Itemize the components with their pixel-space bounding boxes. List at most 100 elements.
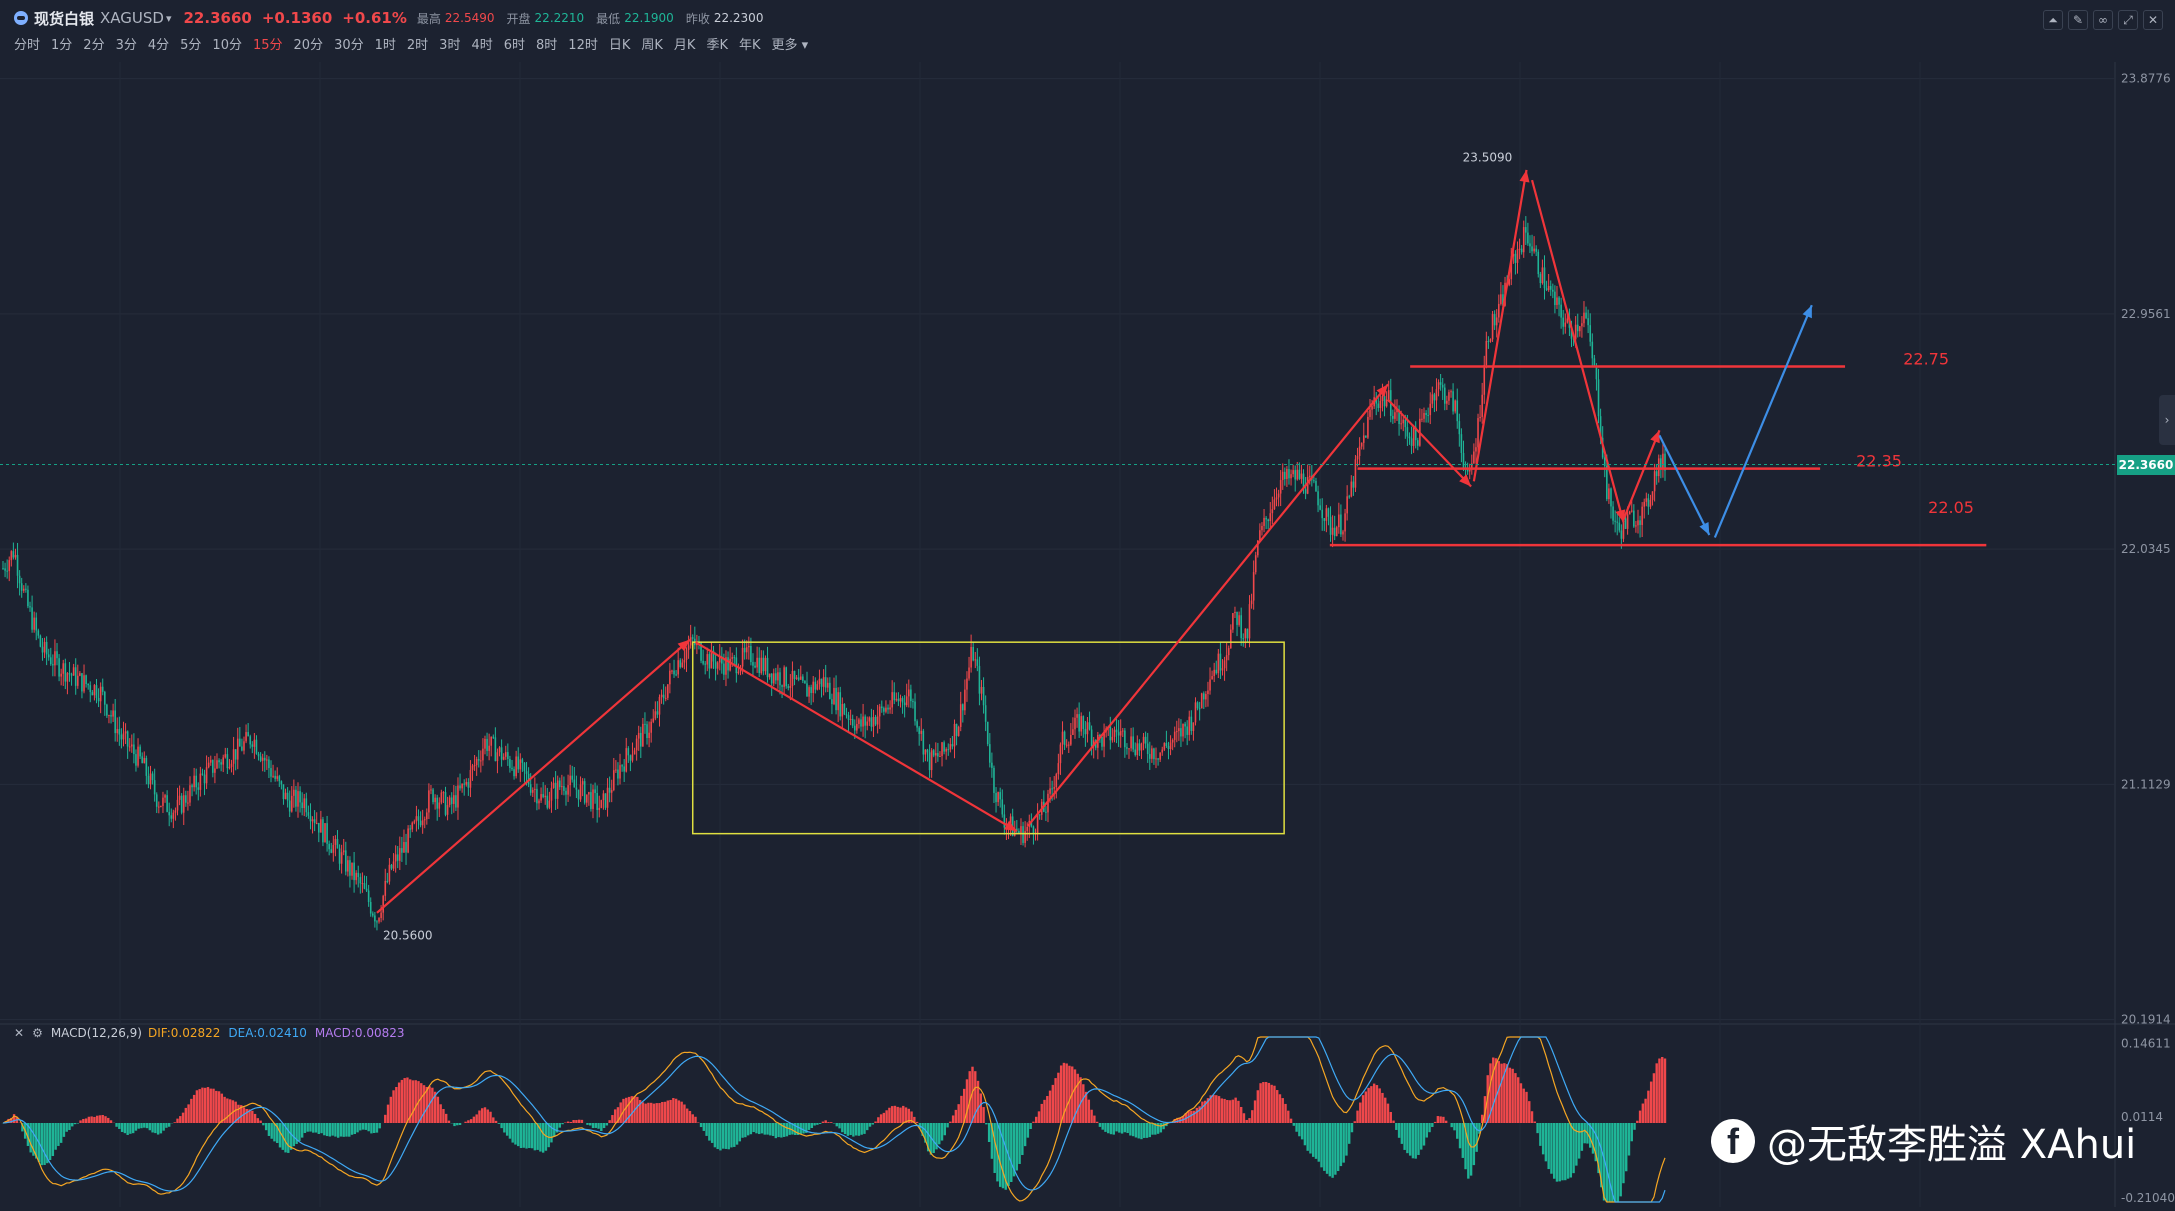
period-tab[interactable]: 1时 bbox=[374, 37, 396, 53]
symbol-dropdown-icon[interactable]: ▾ bbox=[165, 11, 172, 25]
candle-body bbox=[683, 659, 686, 663]
candle-body bbox=[1173, 731, 1176, 740]
close-indicator-icon[interactable]: ✕ bbox=[14, 1026, 25, 1040]
period-tab[interactable]: 周K bbox=[641, 37, 663, 53]
macd-tick-label: 0.14611 bbox=[2121, 1036, 2171, 1050]
candle-body bbox=[1296, 469, 1299, 480]
candle-body bbox=[1612, 506, 1614, 521]
period-tab[interactable]: 5分 bbox=[180, 37, 202, 53]
period-tab[interactable]: 日K bbox=[608, 37, 631, 53]
candle-body bbox=[837, 692, 839, 711]
period-tab[interactable]: 8时 bbox=[536, 37, 558, 53]
candle-body bbox=[513, 769, 515, 777]
gear-icon[interactable]: ⚙ bbox=[32, 1026, 43, 1040]
candle-body bbox=[197, 787, 200, 790]
candle-body bbox=[342, 850, 345, 853]
high-label: 最高 bbox=[416, 11, 441, 26]
period-tab[interactable]: 20分 bbox=[293, 37, 324, 53]
period-tab[interactable]: 4时 bbox=[471, 37, 493, 53]
candle-body bbox=[243, 741, 245, 751]
candle-body bbox=[1558, 297, 1560, 305]
candle-body bbox=[172, 812, 175, 819]
period-tab[interactable]: 3时 bbox=[439, 37, 461, 53]
candle-body bbox=[87, 684, 89, 686]
period-tab[interactable]: 6时 bbox=[503, 37, 526, 53]
red-arrow bbox=[1472, 169, 1528, 482]
candle-body bbox=[1647, 498, 1650, 507]
candle-body bbox=[380, 912, 382, 919]
candle-body bbox=[1512, 253, 1515, 257]
candlestick-chart[interactable]: 23.8776 22.9561 22.0345 21.1129 20.1914 23.50… bbox=[0, 62, 2175, 1207]
period-tab[interactable]: 季K bbox=[706, 37, 728, 53]
period-tab[interactable]: 更多 ▾ bbox=[771, 37, 809, 53]
candle-body bbox=[16, 554, 19, 576]
fullscreen-icon[interactable]: ⤢ bbox=[2118, 10, 2138, 30]
candle-body bbox=[631, 754, 634, 761]
chevron-right-icon[interactable]: › bbox=[2159, 395, 2175, 445]
candle-body bbox=[1566, 318, 1569, 323]
candle-body bbox=[1545, 288, 1548, 290]
candle-body bbox=[99, 686, 102, 702]
period-tab[interactable]: 1分 bbox=[51, 37, 73, 53]
candle-body bbox=[305, 798, 308, 813]
candle-body bbox=[1038, 814, 1041, 816]
candle-body bbox=[41, 646, 44, 653]
period-tab[interactable]: 3分 bbox=[115, 37, 137, 53]
link-icon[interactable]: ∞ bbox=[2093, 10, 2113, 30]
candle-body bbox=[758, 657, 761, 674]
symbol-name[interactable]: 现货白银 bbox=[34, 9, 95, 28]
candle-body bbox=[1244, 628, 1247, 639]
period-tab[interactable]: 2时 bbox=[406, 37, 429, 53]
period-tab[interactable]: 年K bbox=[738, 37, 761, 53]
candle-body bbox=[621, 765, 623, 767]
candle-body bbox=[1491, 314, 1494, 340]
period-tab[interactable]: 30分 bbox=[334, 37, 364, 53]
candle-body bbox=[646, 724, 648, 739]
candle-body bbox=[1059, 744, 1062, 764]
candle-body bbox=[723, 663, 725, 675]
edit-icon[interactable]: ✎ bbox=[2068, 10, 2088, 30]
candle-body bbox=[162, 797, 164, 806]
candle-body bbox=[1111, 736, 1114, 741]
candle-body bbox=[1049, 788, 1051, 794]
candle-body bbox=[1377, 403, 1380, 408]
candle-body bbox=[54, 651, 56, 666]
candle-body bbox=[829, 682, 831, 700]
candle-body bbox=[1338, 514, 1340, 528]
price-change-pct: +0.61% bbox=[342, 9, 407, 27]
candle-body bbox=[1279, 480, 1282, 494]
period-tab[interactable]: 4分 bbox=[147, 37, 170, 53]
period-tab[interactable]: 分时 bbox=[14, 37, 41, 53]
candle-body bbox=[401, 848, 403, 853]
candle-body bbox=[295, 789, 297, 807]
candle-body bbox=[831, 699, 833, 705]
macd-title: MACD(12,26,9) bbox=[50, 1026, 142, 1040]
candle-body bbox=[1134, 749, 1137, 756]
candle-body bbox=[1649, 499, 1652, 507]
candle-body bbox=[793, 670, 796, 679]
candle-body bbox=[1603, 457, 1606, 466]
symbol-code[interactable]: XAGUSD bbox=[100, 9, 164, 27]
candle-body bbox=[1159, 752, 1161, 760]
candle-body bbox=[1126, 747, 1128, 749]
candle-body bbox=[795, 677, 798, 679]
chart-area[interactable]: 23.8776 22.9561 22.0345 21.1129 20.1914 23.50… bbox=[0, 62, 2175, 1207]
candle-body bbox=[399, 848, 401, 861]
draw-icon[interactable]: ⏶ bbox=[2043, 10, 2063, 30]
period-tab[interactable]: 12时 bbox=[568, 37, 598, 53]
period-tab[interactable]: 10分 bbox=[212, 37, 242, 53]
candle-body bbox=[810, 687, 812, 693]
candle-body bbox=[1643, 501, 1646, 507]
candle-body bbox=[409, 828, 411, 830]
period-tab[interactable]: 2分 bbox=[83, 37, 105, 53]
candle-body bbox=[307, 812, 310, 816]
candle-body bbox=[1294, 470, 1297, 480]
candle-body bbox=[941, 742, 943, 757]
period-tab[interactable]: 月K bbox=[673, 37, 696, 53]
close-icon[interactable]: ✕ bbox=[2143, 10, 2163, 30]
candle-body bbox=[239, 738, 241, 747]
candle-body bbox=[675, 674, 677, 676]
period-tab[interactable]: 15分 bbox=[252, 37, 283, 53]
candle-body bbox=[195, 775, 198, 788]
candle-body bbox=[752, 662, 754, 666]
